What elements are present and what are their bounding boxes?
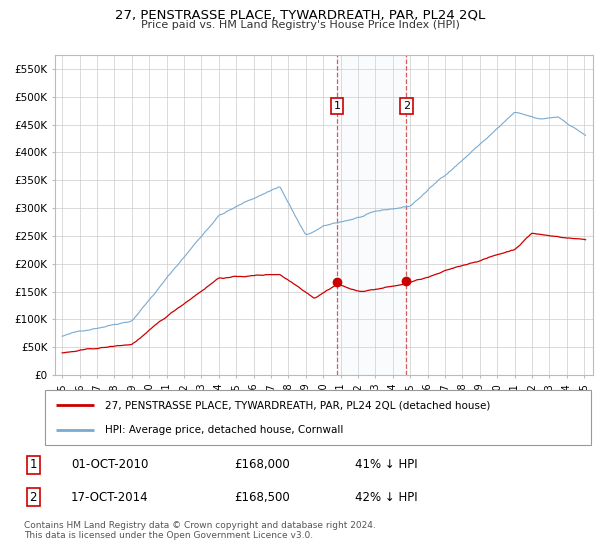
Text: 27, PENSTRASSE PLACE, TYWARDREATH, PAR, PL24 2QL (detached house): 27, PENSTRASSE PLACE, TYWARDREATH, PAR, … (105, 400, 490, 410)
Text: £168,000: £168,000 (234, 459, 290, 472)
Text: 42% ↓ HPI: 42% ↓ HPI (355, 491, 418, 503)
Text: Contains HM Land Registry data © Crown copyright and database right 2024.
This d: Contains HM Land Registry data © Crown c… (24, 521, 376, 540)
Text: 17-OCT-2014: 17-OCT-2014 (71, 491, 149, 503)
Bar (337, 55, 406, 375)
Text: 1: 1 (29, 459, 37, 472)
Text: 1: 1 (334, 101, 340, 111)
Text: 2: 2 (29, 491, 37, 503)
Text: 2: 2 (403, 101, 410, 111)
Text: £168,500: £168,500 (234, 491, 290, 503)
Text: 41% ↓ HPI: 41% ↓ HPI (355, 459, 418, 472)
Text: 01-OCT-2010: 01-OCT-2010 (71, 459, 148, 472)
Text: Price paid vs. HM Land Registry's House Price Index (HPI): Price paid vs. HM Land Registry's House … (140, 20, 460, 30)
Text: HPI: Average price, detached house, Cornwall: HPI: Average price, detached house, Corn… (105, 426, 343, 435)
Text: 27, PENSTRASSE PLACE, TYWARDREATH, PAR, PL24 2QL: 27, PENSTRASSE PLACE, TYWARDREATH, PAR, … (115, 8, 485, 21)
FancyBboxPatch shape (45, 390, 591, 445)
